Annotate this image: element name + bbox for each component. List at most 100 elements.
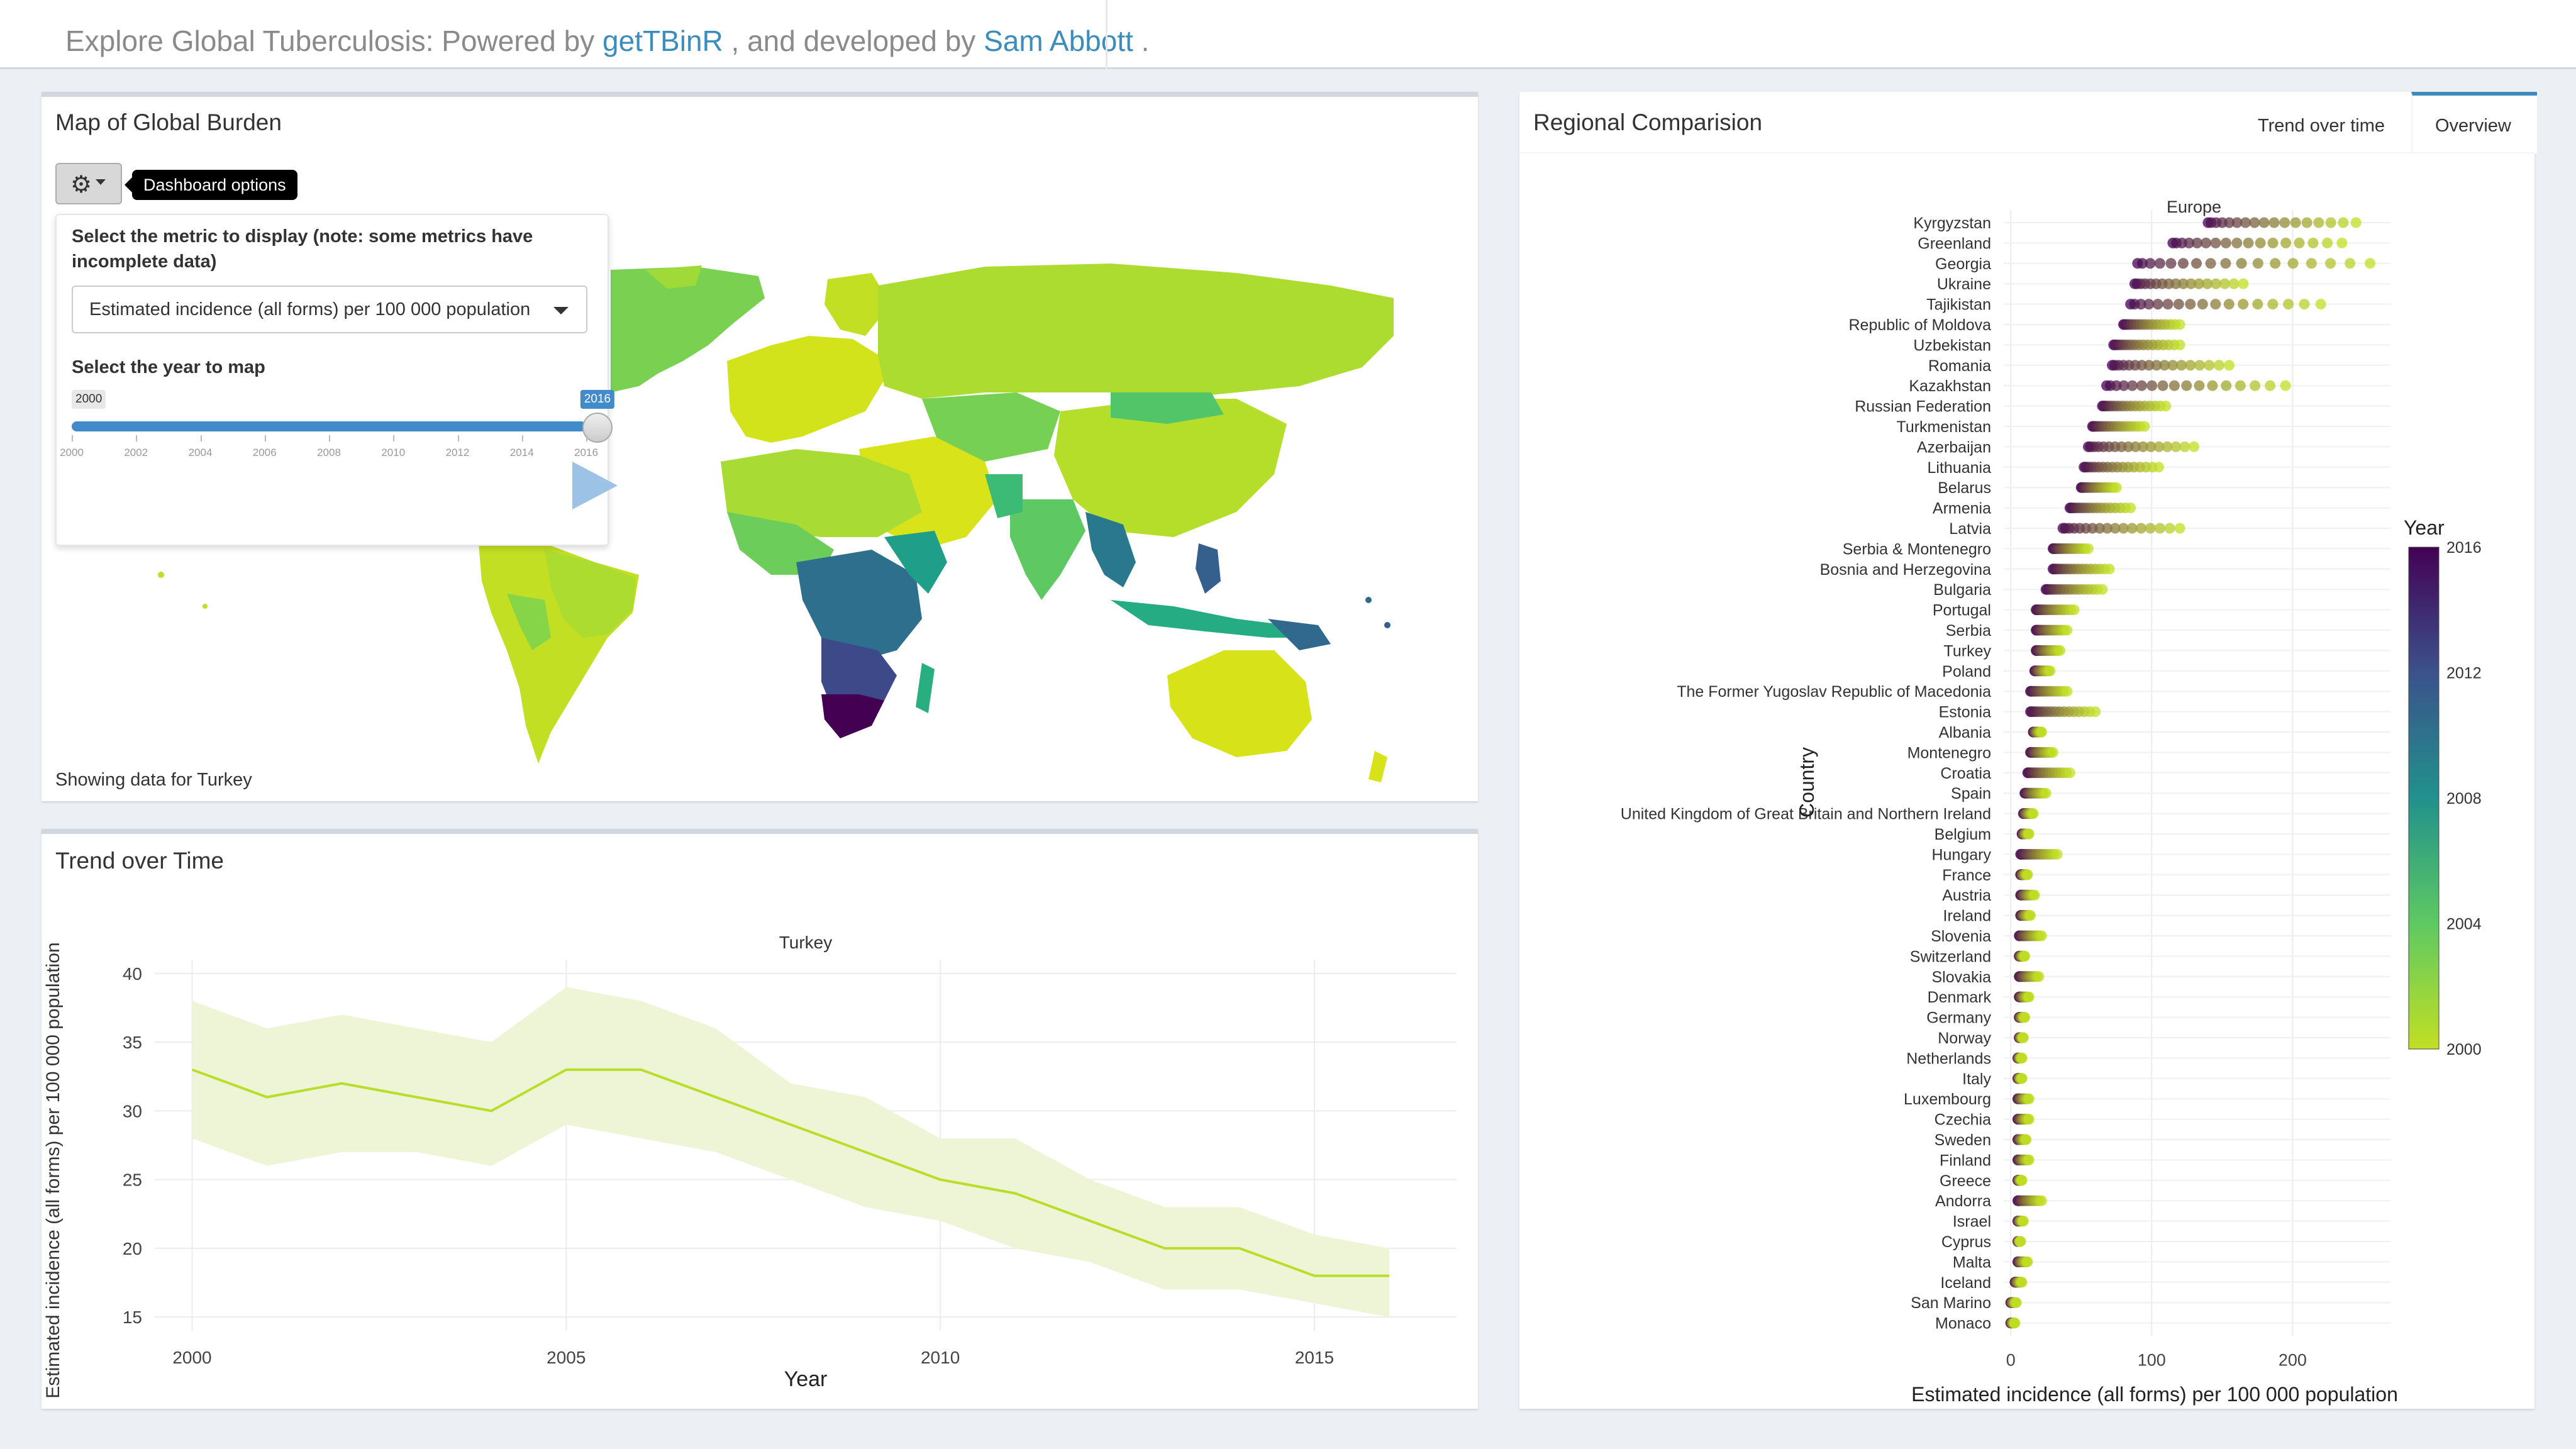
scatter-point[interactable] <box>2249 217 2260 228</box>
map-island[interactable] <box>203 604 208 609</box>
scatter-point[interactable] <box>2299 299 2310 310</box>
scatter-point[interactable] <box>2220 237 2231 248</box>
map-madagascar[interactable] <box>916 663 935 713</box>
scatter-point[interactable] <box>2068 604 2080 616</box>
scatter-point[interactable] <box>2231 237 2243 248</box>
scatter-point[interactable] <box>2325 217 2336 228</box>
scatter-point[interactable] <box>2191 258 2202 269</box>
scatter-point[interactable] <box>2231 217 2243 228</box>
scatter-point[interactable] <box>2280 237 2292 248</box>
scatter-point[interactable] <box>2255 237 2266 248</box>
map-scandinavia[interactable] <box>824 273 891 336</box>
trend-chart[interactable]: 15 20 25 30 35 40 2000 2005 2010 2015 Turkey Year Es… <box>42 834 1478 1409</box>
scatter-point[interactable] <box>2011 1297 2022 1308</box>
scatter-point[interactable] <box>2145 258 2156 269</box>
scatter-point[interactable] <box>2173 299 2184 310</box>
scatter-point[interactable] <box>2221 380 2232 391</box>
scatter-point[interactable] <box>2023 1114 2035 1125</box>
metric-select[interactable]: Estimated incidence (all forms) per 100 … <box>72 286 587 333</box>
scatter-point[interactable] <box>2179 441 2190 452</box>
scatter-point[interactable] <box>2016 1073 2028 1084</box>
map-brazil[interactable] <box>545 550 636 638</box>
scatter-point[interactable] <box>2210 278 2221 289</box>
scatter-point[interactable] <box>2243 237 2254 248</box>
trend-point[interactable] <box>786 1120 795 1129</box>
scatter-point[interactable] <box>2205 258 2216 269</box>
scatter-point[interactable] <box>2062 686 2073 697</box>
regional-chart[interactable]: 0 100 200 Kyrgyzstan Greenland Georgia Ukraine… <box>1519 97 2534 1409</box>
trend-point[interactable] <box>337 1079 346 1088</box>
scatter-point[interactable] <box>2290 217 2301 228</box>
scatter-point[interactable] <box>2016 1175 2028 1186</box>
scatter-point[interactable] <box>2154 258 2165 269</box>
map-australia[interactable] <box>1167 650 1312 757</box>
scatter-point[interactable] <box>2176 360 2187 371</box>
scatter-point[interactable] <box>2102 523 2113 534</box>
scatter-point[interactable] <box>2194 360 2206 371</box>
scatter-point[interactable] <box>2143 360 2155 371</box>
scatter-point[interactable] <box>2016 1277 2028 1288</box>
scatter-point[interactable] <box>2023 1093 2035 1104</box>
map-central-asia[interactable] <box>922 392 1060 462</box>
scatter-point[interactable] <box>2267 299 2279 310</box>
scatter-point[interactable] <box>2145 441 2157 452</box>
scatter-point[interactable] <box>2109 523 2121 534</box>
tab-overview[interactable]: Overview <box>2435 116 2511 136</box>
trend-point[interactable] <box>861 1148 870 1157</box>
scatter-point[interactable] <box>2236 258 2247 269</box>
trend-point[interactable] <box>1235 1244 1244 1253</box>
scatter-point[interactable] <box>2315 299 2326 310</box>
scatter-point[interactable] <box>2162 299 2174 310</box>
map-russia[interactable] <box>878 264 1394 399</box>
map-island[interactable] <box>1384 622 1391 628</box>
map-mongolia[interactable] <box>1111 392 1224 424</box>
scatter-point[interactable] <box>2270 258 2281 269</box>
map-new-zealand[interactable] <box>1368 751 1387 782</box>
scatter-point[interactable] <box>2235 380 2246 391</box>
scatter-point[interactable] <box>2045 665 2056 677</box>
scatter-point[interactable] <box>2280 380 2291 391</box>
scatter-point[interactable] <box>2267 237 2279 248</box>
scatter-point[interactable] <box>2023 1154 2035 1165</box>
trend-point[interactable] <box>1011 1189 1019 1197</box>
map-pakistan[interactable] <box>985 474 1023 518</box>
trend-point[interactable] <box>1085 1216 1094 1225</box>
scatter-point[interactable] <box>2177 278 2189 289</box>
scatter-point[interactable] <box>2055 645 2066 656</box>
map-india[interactable] <box>1010 499 1085 600</box>
scatter-point[interactable] <box>2028 808 2039 819</box>
scatter-point[interactable] <box>2154 523 2165 534</box>
scatter-point[interactable] <box>2023 828 2035 840</box>
scatter-point[interactable] <box>2137 441 2148 452</box>
map-north-africa[interactable] <box>721 449 922 537</box>
scatter-point[interactable] <box>2145 523 2156 534</box>
scatter-point[interactable] <box>2181 380 2192 391</box>
scatter-point[interactable] <box>2185 360 2196 371</box>
gettbinr-link[interactable]: getTBinR <box>602 25 723 57</box>
scatter-point[interactable] <box>2165 258 2177 269</box>
scatter-point[interactable] <box>2184 237 2195 248</box>
scatter-point[interactable] <box>2219 278 2231 289</box>
scatter-point[interactable] <box>2051 848 2063 860</box>
scatter-point[interactable] <box>2191 237 2202 248</box>
scatter-point[interactable] <box>2252 258 2263 269</box>
scatter-point[interactable] <box>2345 258 2356 269</box>
scatter-point[interactable] <box>2125 502 2136 514</box>
scatter-point[interactable] <box>2250 380 2261 391</box>
scatter-point[interactable] <box>2301 217 2312 228</box>
scatter-point[interactable] <box>2025 910 2036 921</box>
scatter-point[interactable] <box>2164 523 2175 534</box>
map-se-asia[interactable] <box>1085 512 1136 587</box>
scatter-point[interactable] <box>2136 380 2147 391</box>
scatter-point[interactable] <box>2111 482 2122 493</box>
scatter-point[interactable] <box>2207 380 2218 391</box>
scatter-point[interactable] <box>2325 258 2336 269</box>
scatter-point[interactable] <box>2126 523 2138 534</box>
scatter-point[interactable] <box>2258 217 2270 228</box>
map-north-america[interactable] <box>611 267 765 392</box>
scatter-point[interactable] <box>2033 971 2045 982</box>
scatter-point[interactable] <box>2170 278 2182 289</box>
map-png[interactable] <box>1268 619 1331 650</box>
scatter-point[interactable] <box>2202 278 2213 289</box>
scatter-point[interactable] <box>2047 747 2058 758</box>
